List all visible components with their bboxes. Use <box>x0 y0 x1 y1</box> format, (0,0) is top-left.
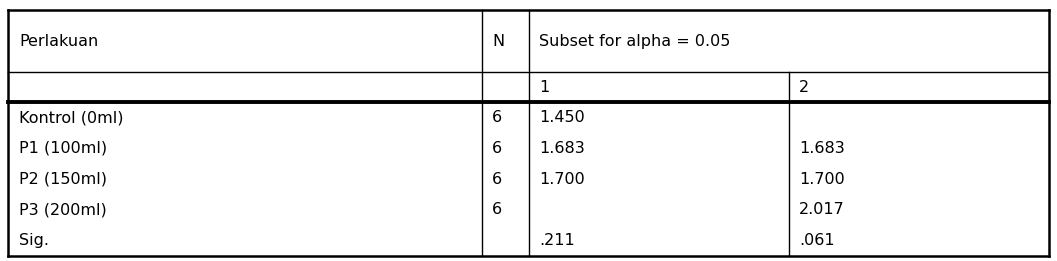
Text: Perlakuan: Perlakuan <box>19 34 98 49</box>
Text: Subset for alpha = 0.05: Subset for alpha = 0.05 <box>539 34 730 49</box>
Text: Kontrol (0ml): Kontrol (0ml) <box>19 110 124 125</box>
Text: .211: .211 <box>539 233 575 248</box>
Text: 2: 2 <box>799 80 810 94</box>
Text: 6: 6 <box>493 202 502 217</box>
Text: 1: 1 <box>539 80 550 94</box>
Text: 2.017: 2.017 <box>799 202 845 217</box>
Text: P2 (150ml): P2 (150ml) <box>19 172 107 187</box>
Text: N: N <box>493 34 504 49</box>
Text: 1.450: 1.450 <box>539 110 585 125</box>
Text: 1.700: 1.700 <box>539 172 585 187</box>
Text: 1.683: 1.683 <box>799 141 845 156</box>
Text: P1 (100ml): P1 (100ml) <box>19 141 107 156</box>
Text: 6: 6 <box>493 110 502 125</box>
Text: 1.683: 1.683 <box>539 141 585 156</box>
Text: P3 (200ml): P3 (200ml) <box>19 202 107 217</box>
Text: 6: 6 <box>493 141 502 156</box>
Text: Sig.: Sig. <box>19 233 49 248</box>
Text: 1.700: 1.700 <box>799 172 845 187</box>
Text: .061: .061 <box>799 233 835 248</box>
Text: 6: 6 <box>493 172 502 187</box>
